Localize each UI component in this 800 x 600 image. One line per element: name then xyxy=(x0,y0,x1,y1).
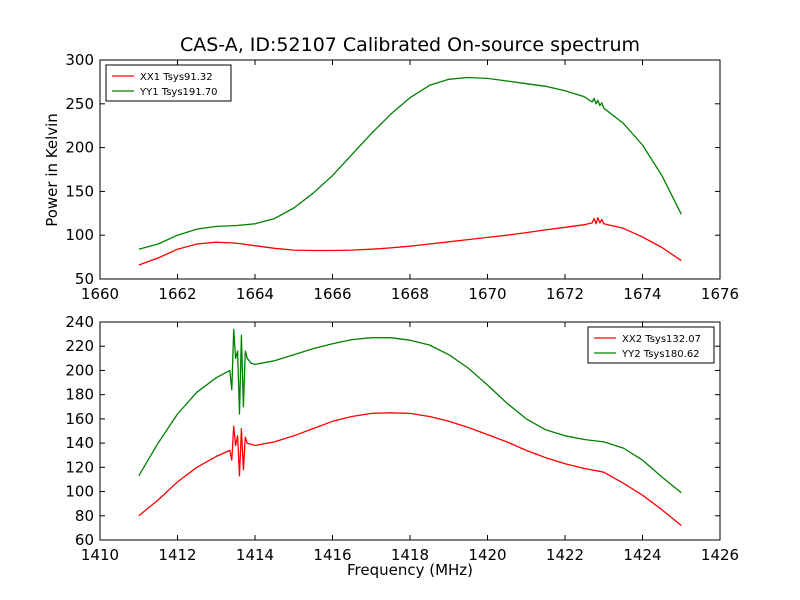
bottom-legend-label-1: XX2 Tsys132.07 xyxy=(622,334,701,345)
bottom-series-line-2 xyxy=(138,328,682,494)
bottom-y-tick-label: 140 xyxy=(65,434,94,452)
bottom-x-axis-label: Frequency (MHz) xyxy=(346,561,474,579)
top-y-tick-label: 300 xyxy=(65,51,94,69)
bottom-x-tick-label: 1412 xyxy=(158,546,196,564)
bottom-legend-box xyxy=(587,326,715,364)
top-x-tick-label: 1666 xyxy=(313,285,351,303)
bottom-x-tick-label: 1420 xyxy=(468,546,506,564)
bottom-x-tick-label: 1426 xyxy=(701,546,739,564)
top-x-tick-label: 1670 xyxy=(468,285,506,303)
top-x-tick-label: 1660 xyxy=(81,285,119,303)
bottom-y-tick-label: 240 xyxy=(65,313,94,331)
bottom-series-line-1 xyxy=(138,412,682,527)
bottom-x-tick-label: 1416 xyxy=(313,546,351,564)
bottom-y-tick-label: 180 xyxy=(65,386,94,404)
top-legend: XX1 Tsys91.32 YY1 Tsys191.70 xyxy=(105,64,232,102)
top-series-line-1 xyxy=(138,217,682,266)
bottom-y-tick-label: 220 xyxy=(65,337,94,355)
top-x-tick-label: 1672 xyxy=(546,285,584,303)
bottom-y-tick-label: 160 xyxy=(65,410,94,428)
top-y-tick-label: 200 xyxy=(65,139,94,157)
bottom-y-tick-label: 120 xyxy=(65,458,94,476)
bottom-legend-label-2: YY2 Tsys180.62 xyxy=(621,349,700,360)
bottom-legend: XX2 Tsys132.07 YY2 Tsys180.62 xyxy=(587,326,715,364)
bottom-x-tick-label: 1414 xyxy=(236,546,274,564)
chart-title: CAS-A, ID:52107 Calibrated On-source spe… xyxy=(179,34,641,56)
bottom-y-tick-label: 200 xyxy=(65,361,94,379)
bottom-y-tick-label: 80 xyxy=(75,507,94,525)
top-y-tick-label: 50 xyxy=(75,270,94,288)
top-legend-label-1: XX1 Tsys91.32 xyxy=(140,72,213,83)
top-x-tick-label: 1664 xyxy=(236,285,274,303)
top-x-tick-label: 1676 xyxy=(701,285,739,303)
top-x-tick-label: 1662 xyxy=(158,285,196,303)
top-y-tick-label: 150 xyxy=(65,182,94,200)
bottom-x-tick-label: 1418 xyxy=(391,546,429,564)
bottom-x-tick-label: 1424 xyxy=(623,546,661,564)
top-legend-box xyxy=(105,64,232,102)
top-y-tick-label: 250 xyxy=(65,95,94,113)
top-legend-label-2: YY1 Tsys191.70 xyxy=(139,87,218,98)
bottom-x-tick-label: 1422 xyxy=(546,546,584,564)
top-x-tick-label: 1668 xyxy=(391,285,429,303)
bottom-y-tick-label: 100 xyxy=(65,483,94,501)
bottom-y-tick-label: 60 xyxy=(75,531,94,549)
bottom-x-tick-label: 1410 xyxy=(81,546,119,564)
top-x-tick-label: 1674 xyxy=(623,285,661,303)
top-series-line-2 xyxy=(138,76,682,250)
top-y-tick-label: 100 xyxy=(65,226,94,244)
